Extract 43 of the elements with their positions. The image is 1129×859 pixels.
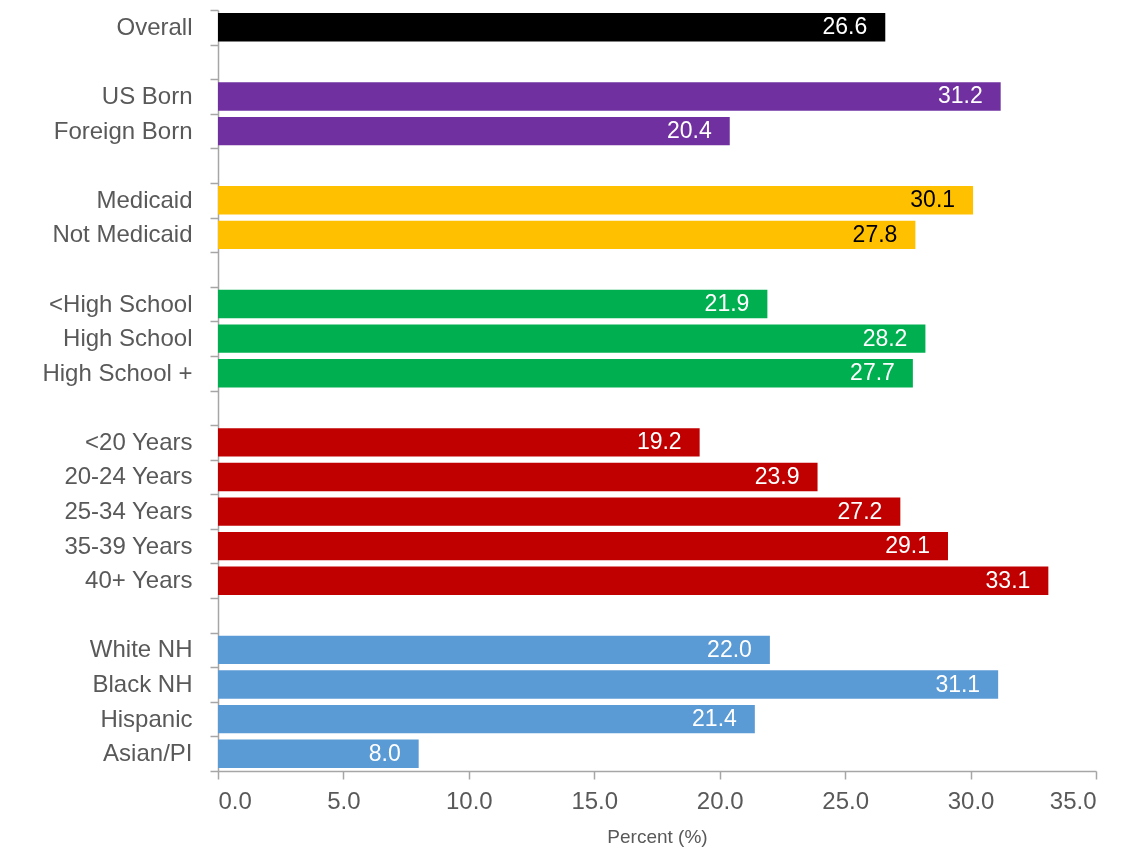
x-axis-title: Percent (%) [607,825,708,847]
y-tick-label: High School [63,324,193,352]
y-tick-label: Overall [116,12,193,40]
data-label: 29.1 [885,532,930,559]
x-tick-label: 30.0 [947,786,995,814]
y-tick-label: 20-24 Years [64,462,193,490]
y-tick-label: Asian/PI [103,739,193,767]
data-label: 23.9 [754,462,800,489]
y-tick-label: Hispanic [100,704,193,732]
x-tick-label: 35.0 [1049,786,1097,814]
data-label: 31.1 [935,670,981,697]
data-label: 22.0 [707,635,752,662]
y-tick-label: Foreign Born [53,116,193,144]
x-tick-label: 15.0 [571,786,619,814]
y-tick-label: Not Medicaid [52,220,193,248]
data-label: 8.0 [368,739,401,766]
y-tick-label: 25-34 Years [64,497,193,525]
y-tick-label: <20 Years [85,427,193,455]
data-label: 27.2 [837,497,883,524]
y-tick-label: Black NH [92,670,193,698]
x-tick-label: 0.0 [218,786,252,814]
data-label: 19.2 [636,428,682,455]
y-tick-label: White NH [89,635,193,663]
data-label: 28.2 [862,324,908,351]
data-label: 27.7 [850,359,895,386]
data-label: 21.4 [692,705,738,732]
data-label: 30.1 [910,186,956,213]
x-tick-label: 5.0 [327,786,361,814]
data-label: 33.1 [985,566,1031,593]
x-tick-label: 20.0 [696,786,744,814]
y-tick-label: <High School [49,289,193,317]
data-label: 21.9 [704,290,750,317]
y-tick-label: High School + [42,358,193,386]
data-label: 20.4 [666,117,712,144]
data-label: 26.6 [822,13,868,40]
y-tick-label: US Born [101,81,193,109]
x-tick-label: 10.0 [446,786,493,814]
x-tick-label: 25.0 [822,786,869,814]
data-label: 27.8 [852,220,898,247]
y-tick-label: Medicaid [96,185,193,213]
y-tick-label: 40+ Years [85,566,193,594]
y-tick-label: 35-39 Years [64,531,193,559]
data-label: 31.2 [937,82,983,109]
